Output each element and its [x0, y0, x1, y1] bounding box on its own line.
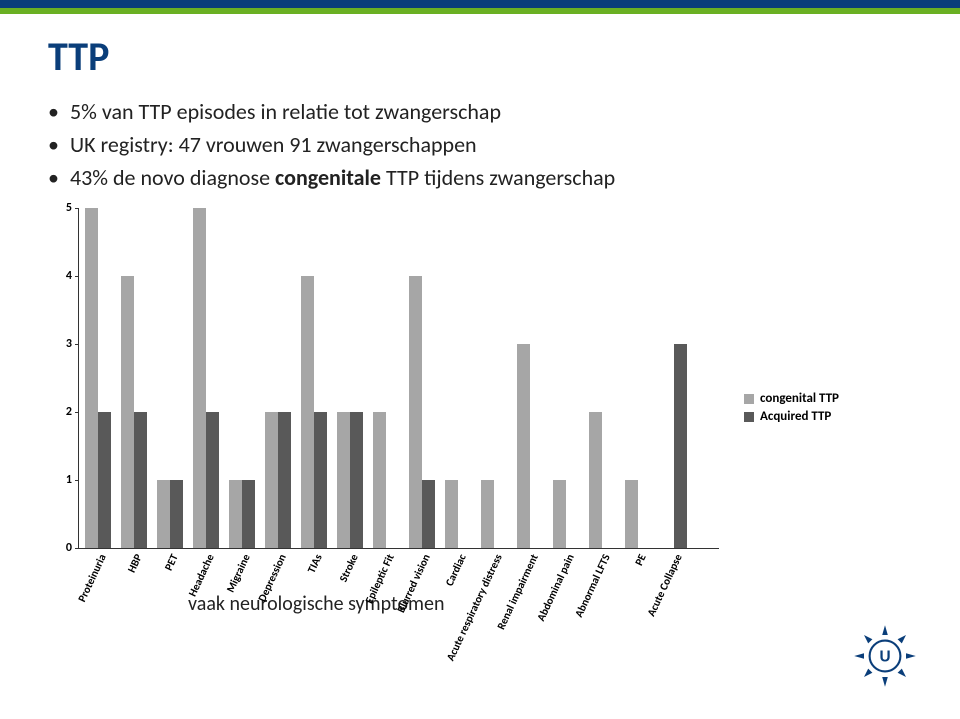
umc-logo-icon: U	[850, 621, 920, 691]
y-tick	[75, 548, 79, 549]
y-axis-label: 3	[54, 337, 72, 351]
y-axis-label: 4	[54, 269, 72, 283]
bar-acquired	[422, 480, 435, 548]
y-tick	[75, 480, 79, 481]
legend-item: congenital TTP	[744, 391, 839, 406]
bar-congenital	[481, 480, 494, 548]
bar-group	[301, 276, 327, 548]
bar-group	[553, 480, 579, 548]
bar-acquired	[350, 412, 363, 548]
bar-congenital	[193, 208, 206, 548]
bullet-3: 43% de novo diagnose congenitale TTP tij…	[48, 161, 912, 194]
bar-group	[661, 344, 687, 548]
slide-content: TTP 5% van TTP episodes in relatie tot z…	[0, 14, 960, 616]
legend-label: Acquired TTP	[760, 409, 831, 424]
bar-group	[625, 480, 651, 548]
bar-group	[373, 412, 399, 548]
bar-group	[265, 412, 291, 548]
bar-group	[229, 480, 255, 548]
bar-acquired	[206, 412, 219, 548]
bar-congenital	[85, 208, 98, 548]
x-axis-label: PE	[632, 552, 649, 568]
bar-group	[193, 208, 219, 548]
svg-text:U: U	[879, 649, 890, 666]
x-axis-label: Blurred vision	[394, 552, 432, 615]
bar-congenital	[553, 480, 566, 548]
legend-label: congenital TTP	[760, 391, 839, 406]
bar-congenital	[625, 480, 638, 548]
x-axis-label: Migraine	[224, 552, 253, 594]
bar-acquired	[278, 412, 291, 548]
x-axis-label: Proteinuria	[75, 552, 108, 604]
bar-acquired	[134, 412, 147, 548]
y-tick	[75, 344, 79, 345]
bar-congenital	[373, 412, 386, 548]
x-axis-label: Cardiac	[443, 552, 469, 588]
x-axis-label: Stroke	[337, 552, 361, 584]
bullet-2: UK registry: 47 vrouwen 91 zwangerschapp…	[48, 128, 912, 161]
bar-congenital	[409, 276, 422, 548]
legend-swatch	[744, 394, 754, 404]
bar-group	[481, 480, 507, 548]
legend-item: Acquired TTP	[744, 409, 839, 424]
bar-congenital	[157, 480, 170, 548]
bar-group	[409, 276, 435, 548]
bar-congenital	[121, 276, 134, 548]
y-axis-label: 1	[54, 473, 72, 487]
bar-group	[517, 344, 543, 548]
x-axis-label: Acute Collapse	[645, 552, 685, 618]
x-axis-label: Epileptic Fit	[363, 552, 397, 606]
bullet-1: 5% van TTP episodes in relatie tot zwang…	[48, 95, 912, 128]
bar-congenital	[265, 412, 278, 548]
y-tick	[75, 412, 79, 413]
y-tick	[75, 276, 79, 277]
legend-swatch	[744, 412, 754, 422]
x-axis-label: Depression	[255, 552, 288, 604]
bar-group	[589, 412, 615, 548]
bar-group	[337, 412, 363, 548]
bar-congenital	[445, 480, 458, 548]
bar-group	[121, 276, 147, 548]
bar-congenital	[517, 344, 530, 548]
bar-acquired	[170, 480, 183, 548]
y-axis-label: 0	[54, 541, 72, 555]
bar-congenital	[337, 412, 350, 548]
bar-congenital	[589, 412, 602, 548]
bar-acquired	[314, 412, 327, 548]
bullet-list: 5% van TTP episodes in relatie tot zwang…	[48, 95, 912, 194]
x-axis-label: Headache	[186, 552, 217, 599]
x-axis-label: Abdominal pain	[534, 552, 576, 623]
header-bar-blue	[0, 0, 960, 8]
bar-group	[157, 480, 183, 548]
y-axis-label: 2	[54, 405, 72, 419]
x-axis-label: TIAs	[305, 552, 325, 575]
bar-congenital	[229, 480, 242, 548]
bar-acquired	[242, 480, 255, 548]
bar-group	[85, 208, 111, 548]
y-axis-label: 5	[54, 201, 72, 215]
page-title: TTP	[48, 32, 912, 81]
bar-group	[445, 480, 471, 548]
ttp-symptom-chart: congenital TTPAcquired TTP 012345Protein…	[54, 208, 894, 618]
x-axis-label: PET	[162, 552, 181, 573]
bar-congenital	[301, 276, 314, 548]
x-axis-label: Abnormal LFTS	[572, 552, 613, 619]
x-axis-label: HBP	[125, 552, 145, 575]
chart-legend: congenital TTP Acquired TTP	[744, 388, 839, 427]
chart-plot-area	[78, 208, 719, 549]
bar-acquired	[98, 412, 111, 548]
bar-acquired	[674, 344, 687, 548]
y-tick	[75, 208, 79, 209]
